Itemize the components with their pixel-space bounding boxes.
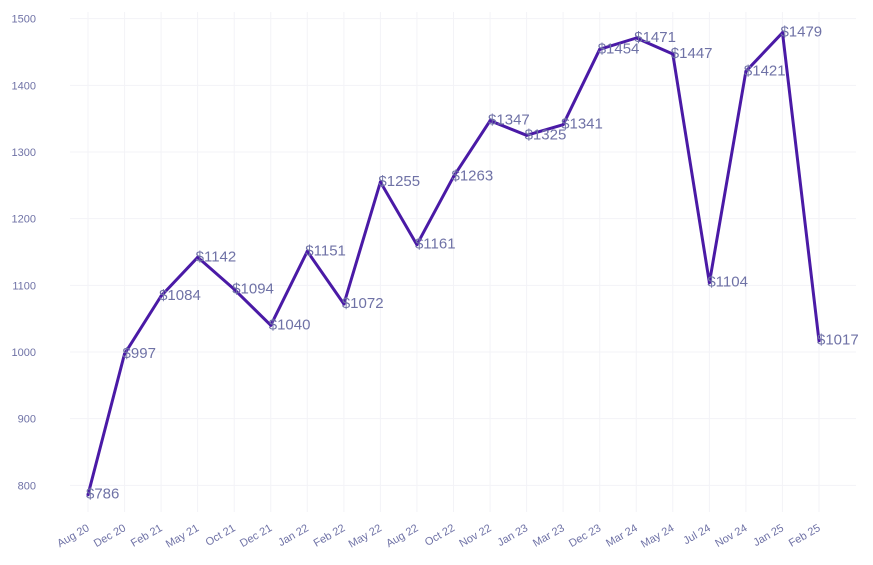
data-point — [671, 52, 675, 56]
data-point — [415, 243, 419, 247]
x-tick-label: Mar 23 — [531, 522, 567, 550]
data-label: $1347 — [488, 112, 530, 129]
x-tick-label: Oct 22 — [423, 522, 457, 549]
x-tick-label: Aug 20 — [55, 522, 91, 550]
y-tick-label: 1000 — [12, 347, 36, 359]
data-label: $1142 — [196, 248, 237, 265]
data-label: $1072 — [342, 295, 384, 312]
y-tick-label: 1200 — [12, 214, 36, 226]
x-tick-label: Dec 23 — [567, 522, 603, 550]
data-labels: $786 $997 $1084 $1142 $1094 $1040 $1151 $1072 $1… — [86, 24, 859, 503]
x-tick-label: Jan 23 — [495, 522, 530, 549]
data-point — [159, 294, 163, 298]
y-tick-label: 800 — [18, 480, 36, 492]
data-label: $1094 — [232, 280, 274, 297]
data-label: $1161 — [415, 236, 456, 253]
data-label: $1084 — [159, 287, 201, 304]
data-label: $786 — [86, 486, 119, 503]
x-tick-label: Dec 21 — [238, 522, 274, 550]
data-label: $997 — [123, 345, 156, 362]
data-label: $1104 — [707, 274, 748, 291]
x-tick-label: Dec 20 — [92, 522, 128, 550]
data-point — [598, 47, 602, 51]
x-tick-label: Oct 21 — [204, 522, 238, 549]
data-label: $1325 — [525, 126, 567, 143]
data-label: $1471 — [634, 29, 676, 46]
x-tick-label: May 22 — [347, 522, 384, 550]
data-label: $1421 — [744, 62, 786, 79]
data-label: $1040 — [269, 316, 311, 333]
data-point — [86, 493, 90, 497]
data-label: $1447 — [671, 45, 713, 62]
data-label: $1479 — [780, 24, 822, 41]
x-tick-label: Jan 25 — [751, 522, 786, 549]
x-tick-label: May 24 — [639, 522, 676, 550]
data-label: $1151 — [305, 242, 346, 259]
x-tick-label: Mar 24 — [604, 522, 640, 550]
x-tick-label: Aug 22 — [384, 522, 420, 550]
data-point — [378, 180, 382, 184]
data-point — [232, 287, 236, 291]
x-tick-label: Nov 24 — [713, 522, 749, 550]
x-tick-label: Nov 22 — [457, 522, 493, 550]
data-point — [634, 36, 638, 40]
data-label: $1341 — [561, 116, 603, 133]
y-tick-label: 900 — [18, 414, 36, 426]
data-point — [123, 352, 127, 356]
data-label: $1263 — [452, 168, 494, 185]
data-point — [525, 133, 529, 137]
grid — [70, 12, 856, 512]
y-tick-label: 1300 — [12, 147, 36, 159]
data-point — [452, 175, 455, 179]
data-label: $1017 — [817, 332, 859, 349]
x-tick-label: Feb 25 — [787, 522, 823, 550]
data-point — [707, 281, 711, 285]
y-tick-label: 1100 — [12, 280, 36, 292]
x-tick-label: Jan 22 — [276, 522, 311, 549]
x-tick-label: Feb 21 — [129, 522, 165, 550]
y-tick-label: 1400 — [12, 80, 36, 92]
data-label: $1454 — [598, 40, 640, 57]
y-axis: 800 900 1000 1100 1200 1300 1400 1500 — [12, 14, 36, 493]
data-point — [342, 302, 346, 306]
x-axis: Aug 20 Dec 20 Feb 21 May 21 Oct 21 Dec 21 Jan … — [55, 522, 822, 550]
x-tick-label: Jul 24 — [681, 522, 712, 547]
data-point — [305, 249, 309, 253]
data-label: $1255 — [378, 173, 420, 190]
x-tick-label: Feb 22 — [312, 522, 348, 550]
data-point — [817, 339, 821, 343]
y-tick-label: 1500 — [12, 14, 36, 26]
data-point — [196, 255, 200, 259]
data-point — [269, 323, 273, 327]
data-point — [488, 119, 492, 123]
x-tick-label: May 21 — [164, 522, 201, 550]
data-point — [744, 69, 748, 73]
data-point — [561, 123, 565, 127]
data-point — [780, 31, 784, 35]
